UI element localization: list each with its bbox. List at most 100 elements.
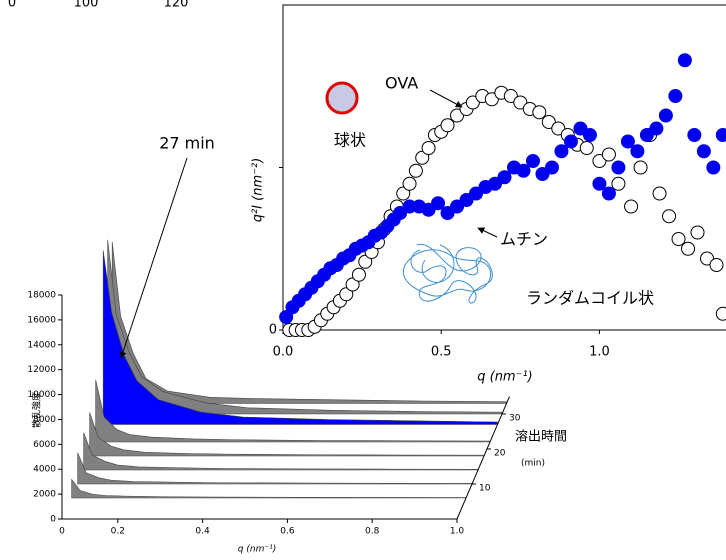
data-point [715,128,726,142]
fragment-tick-label: 100 [74,0,99,11]
z-axis-label: 溶出時間 [515,430,567,445]
data-point [601,147,616,162]
data-point [535,167,550,181]
data-point [541,115,556,129]
annotation: 27 min [159,134,215,153]
data-point [639,128,654,142]
y-tick-label: 18000 [27,291,56,301]
data-point [440,118,455,133]
x-tick-label: 0.2 [111,527,125,537]
data-point [652,186,667,201]
data-point [421,141,436,155]
y-axis-label: 散乱強度 [31,392,43,428]
data-point [611,176,626,191]
data-point [658,108,673,123]
y-axis-label: q²I (nm⁻²) [251,158,266,223]
data-point [440,206,455,220]
x-tick-label: 1.0 [589,345,610,360]
x-axis-label: q (nm⁻¹) [238,545,276,555]
data-point [630,144,645,159]
data-point [681,241,696,256]
y-tick-label: 2000 [33,490,56,500]
data-point [488,176,503,191]
x-axis-label: q (nm⁻¹) [477,370,533,385]
data-point [633,160,648,175]
data-point [431,196,446,211]
z-tick-label: 20 [494,449,506,459]
data-point [339,287,354,302]
x-tick-label: 0.8 [365,527,380,537]
data-point [677,53,692,68]
data-point [402,176,417,191]
data-point [668,89,683,103]
data-point [709,258,724,272]
annotation: ランダムコイル状 [526,289,654,308]
data-point [525,154,540,168]
data-point [484,92,499,107]
data-point [662,209,677,224]
y-tick-label: 6000 [33,440,56,450]
x-tick-label: 0.5 [431,345,452,360]
data-point [503,89,518,103]
data-point [459,193,474,207]
origin-label: 0 [59,527,65,537]
x-tick-label: 1.0 [450,527,465,537]
data-point [351,267,366,282]
ova-arrow [429,89,463,108]
data-point [450,199,465,214]
y-tick-label: 14000 [27,340,56,350]
data-point [469,186,484,201]
globule-icon [325,81,359,115]
annotation: 球状 [334,131,366,150]
fragment-tick-label: 120 [164,0,189,11]
z-tick-label: 10 [479,484,491,494]
data-point [706,160,721,175]
data-point [497,170,512,185]
data-point [408,163,423,178]
x-tick-label: 0.0 [273,345,294,360]
data-point [690,225,705,240]
data-point [649,121,664,136]
annotation-arrow [119,157,188,359]
mucin-arrow [477,227,498,238]
x-tick-label: 0.6 [280,527,295,537]
data-point [573,121,588,136]
cropped-axis: 0 100 120 [8,0,189,11]
data-point [421,202,436,217]
y-tick-label: 16000 [27,315,56,325]
data-point [700,251,715,266]
data-point [532,105,547,120]
data-point [592,176,607,191]
y-tick-label: 4000 [33,465,56,475]
data-point [601,186,616,201]
data-point [671,232,686,246]
waterfall-chart: 0 2000 4000 6000 8000 10000 12000 14000 16000 180… [27,134,567,555]
y-tick-label: 12000 [27,365,56,375]
data-point [544,160,559,175]
z-axis [456,396,510,520]
data-point [393,206,408,220]
y-tick-label: 0 [50,515,56,525]
data-point [696,144,711,159]
y-tick-label: 10000 [27,390,56,400]
data-point [396,186,411,201]
data-point [415,150,430,165]
z-tick-label: 30 [509,414,521,424]
y-tick-label: 8000 [33,415,56,425]
data-point [554,144,569,159]
data-point [551,121,566,136]
series-label: OVA [385,74,418,93]
data-point [620,134,635,149]
data-point [579,141,594,155]
random-coil-icon [402,243,493,304]
data-point [687,128,702,142]
data-point [450,108,465,123]
data-point [582,128,597,142]
data-point [513,95,528,110]
series-label: ムチン [500,230,548,249]
fragment-tick-label: 0 [8,0,16,11]
z-axis-unit: (min) [521,459,545,469]
data-point [715,306,726,321]
x-tick-label: 0.4 [195,527,210,537]
